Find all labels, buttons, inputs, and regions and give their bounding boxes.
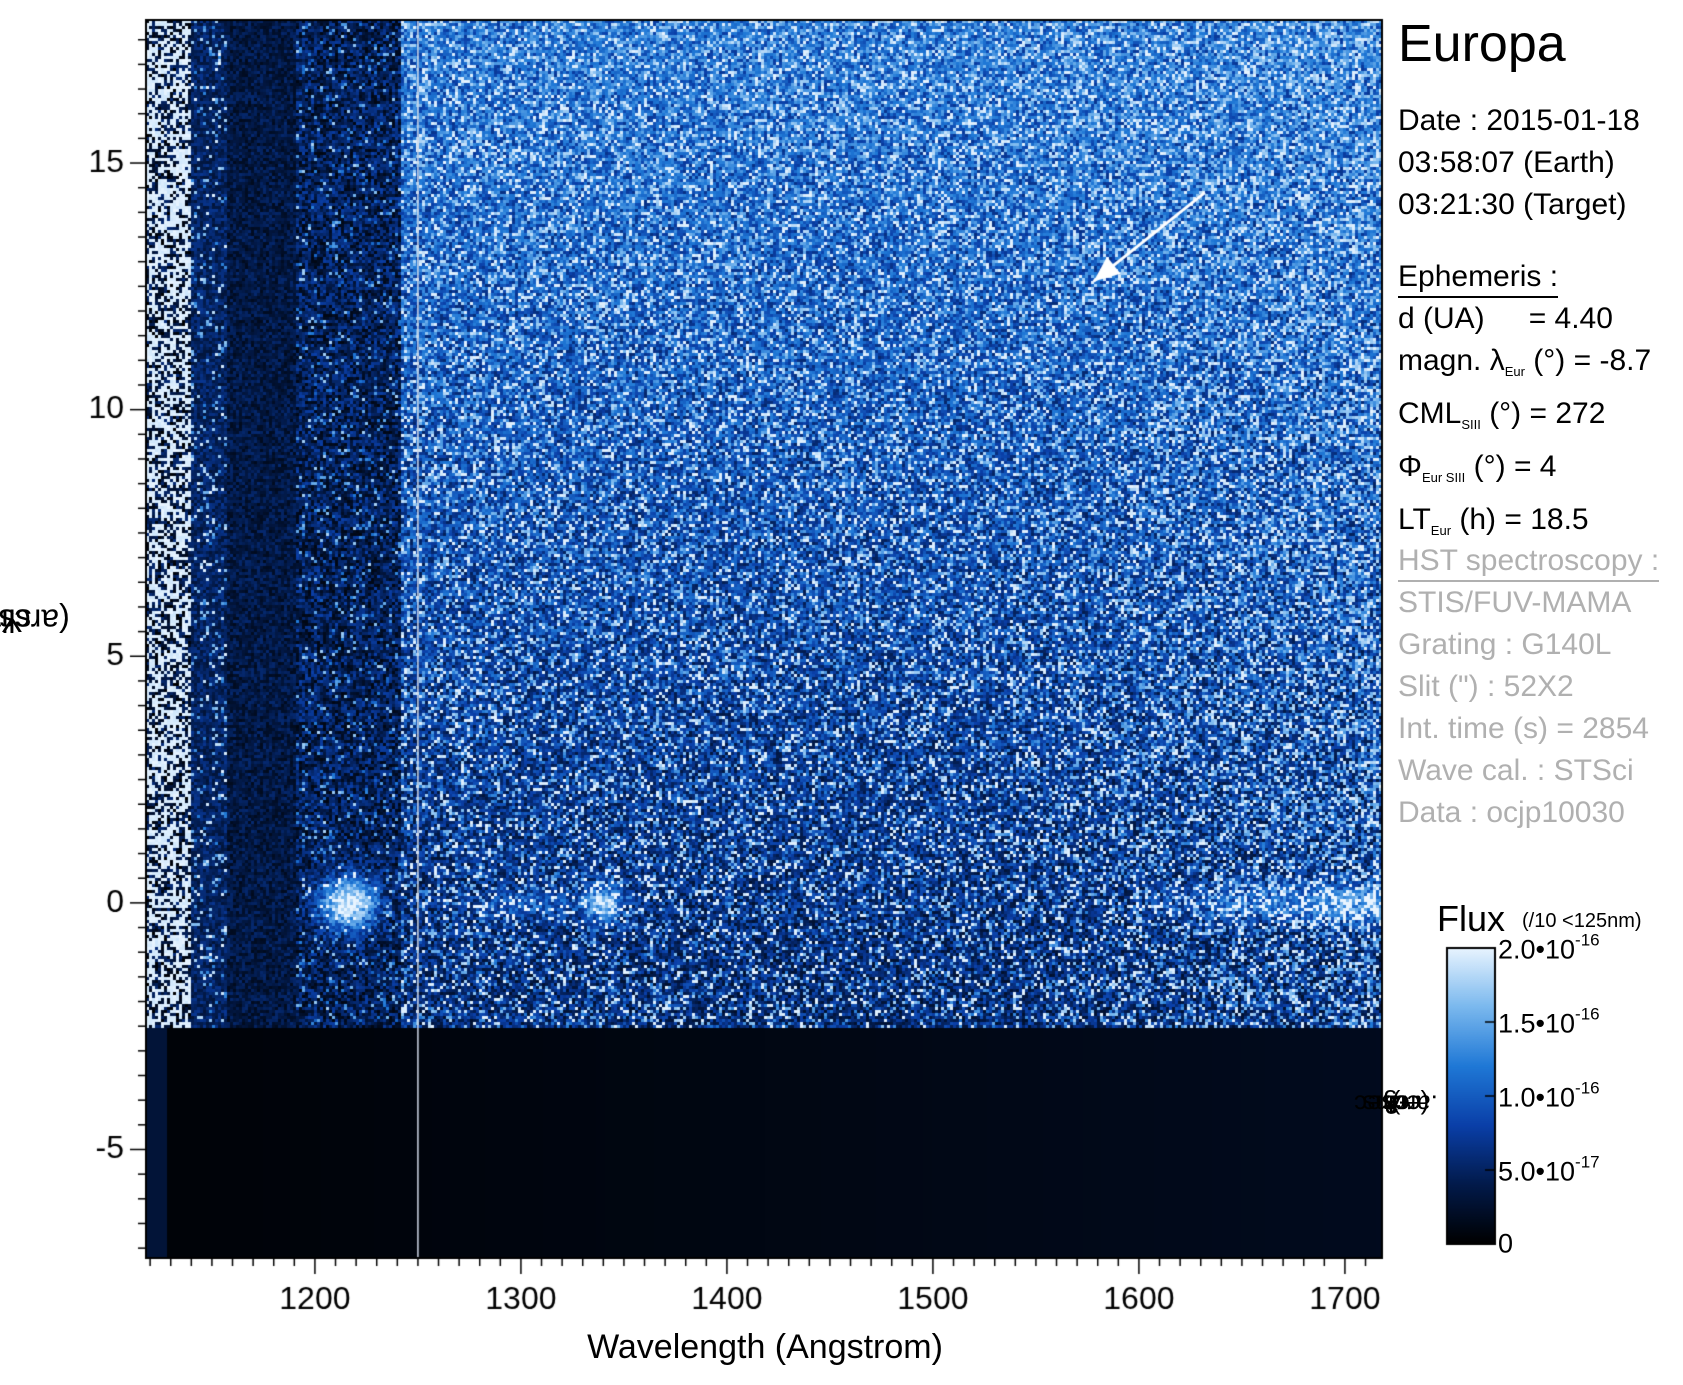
distance-value: = 4.40 <box>1528 302 1613 335</box>
instrument-line: STIS/FUV-MAMA <box>1398 586 1632 619</box>
lt-sub: Eur <box>1430 523 1452 538</box>
cml-line: CMLSIII (°) = 272 <box>1398 393 1651 446</box>
magn-lat-line: magn. λEur (°) = -8.7 <box>1398 340 1651 393</box>
magn-lat-sub: Eur <box>1504 364 1525 379</box>
cml-sub: SIII <box>1461 417 1481 432</box>
y-axis-label-unit: (arcsec) <box>0 602 70 639</box>
lt-label: LT <box>1398 503 1431 536</box>
phi-sub: Eur SIII <box>1421 470 1466 485</box>
date-line: Date : 2015-01-18 <box>1398 104 1640 137</box>
wave-cal-line: Wave cal. : STSci <box>1398 754 1634 787</box>
observation-block: Date : 2015-01-18 03:58:07 (Earth) 03:21… <box>1398 100 1640 226</box>
phi-line: ΦEur SIII (°) = 4 <box>1398 446 1651 499</box>
distance-line: d (UA) = 4.40 <box>1398 298 1651 340</box>
lt-line: LTEur (h) = 18.5 <box>1398 499 1651 552</box>
phi-value: (°) = 4 <box>1465 450 1557 483</box>
distance-label: d (UA) <box>1398 302 1485 335</box>
slit-line: Slit (") : 52X2 <box>1398 670 1574 703</box>
colorbar-tick-label: 1.5•10-16 <box>1498 1004 1600 1039</box>
colorbar-tick-label: 0 <box>1498 1228 1514 1259</box>
target-title: Europa <box>1398 15 1566 73</box>
time-earth: 03:58:07 (Earth) <box>1398 146 1615 179</box>
colorbar-note: (/10 <125nm) <box>1522 910 1642 932</box>
colorbar-tick-label: 2.0•10-16 <box>1498 930 1600 965</box>
data-id-line: Data : ocjp10030 <box>1398 796 1625 829</box>
grating-line: Grating : G140L <box>1398 628 1612 661</box>
cml-label: CML <box>1398 397 1462 430</box>
hst-header: HST spectroscopy : <box>1398 542 1660 582</box>
colorbar-title: Flux <box>1437 898 1506 939</box>
int-time-line: Int. time (s) = 2854 <box>1398 712 1649 745</box>
cml-value: (°) = 272 <box>1480 397 1606 430</box>
colorbar-tick-label: 1.0•10-16 <box>1498 1078 1600 1113</box>
lt-value: (h) = 18.5 <box>1451 503 1589 536</box>
magn-lat-label: magn. λ <box>1398 344 1505 377</box>
magn-lat-value: (°) = -8.7 <box>1524 344 1652 377</box>
ephemeris-block: Ephemeris : d (UA) = 4.40 magn. λEur (°) … <box>1398 256 1651 552</box>
x-axis-label: Wavelength (Angstrom) <box>587 1328 943 1366</box>
ephemeris-header: Ephemeris : <box>1398 258 1559 298</box>
hst-block: HST spectroscopy : STIS/FUV-MAMA Grating… <box>1398 540 1660 834</box>
colorbar-tick-label: 5.0•10-17 <box>1498 1152 1600 1187</box>
phi-label: Φ <box>1398 450 1422 483</box>
time-target: 03:21:30 (Target) <box>1398 188 1627 221</box>
colorbar-unit-part: ) <box>1391 1089 1401 1120</box>
